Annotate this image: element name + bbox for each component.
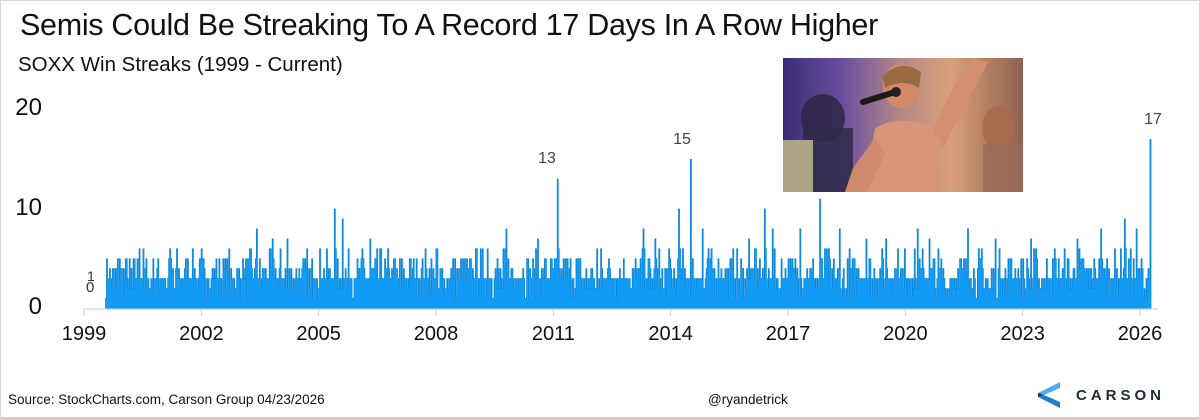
x-tick-2014: 2014: [648, 323, 693, 345]
x-tick-2026: 2026: [1117, 323, 1163, 345]
x-tick-2011: 2011: [531, 323, 575, 345]
annotation-start-1: 1: [87, 268, 95, 284]
author-handle: @ryandetrick: [708, 392, 788, 407]
x-tick-2017: 2017: [765, 323, 811, 345]
bar-series: [105, 138, 1152, 309]
carson-logo: CARSON: [1038, 382, 1165, 408]
annotation-start-0: 0: [86, 279, 95, 296]
y-tick-20: 20: [15, 94, 42, 121]
chart-title: Semis Could Be Streaking To A Record 17 …: [20, 8, 878, 42]
carson-logo-text: CARSON: [1076, 386, 1166, 404]
y-tick-0: 0: [28, 293, 42, 320]
x-tick-2008: 2008: [413, 323, 459, 345]
streak-bars: [105, 138, 1152, 309]
carson-chevron-icon: [1038, 382, 1060, 408]
source-note: Source: StockCharts.com, Carson Group 04…: [8, 392, 325, 407]
annotation-peak-17: 17: [1144, 111, 1162, 128]
x-tick-2020: 2020: [883, 323, 928, 345]
x-tick-2002: 2002: [179, 323, 224, 345]
annotation-peak-13: 13: [538, 150, 556, 167]
photo-illustration: [783, 58, 1023, 192]
streak-base-band: [105, 298, 1151, 309]
x-tick-1999: 1999: [61, 323, 107, 345]
inset-photo: [783, 58, 1023, 192]
y-tick-10: 10: [15, 194, 42, 221]
x-tick-2023: 2023: [1000, 323, 1045, 345]
x-tick-2005: 2005: [296, 323, 341, 345]
x-axis-ticks: [83, 309, 1141, 316]
annotation-peak-15: 15: [673, 131, 691, 148]
chart-subtitle: SOXX Win Streaks (1999 - Current): [18, 53, 343, 76]
